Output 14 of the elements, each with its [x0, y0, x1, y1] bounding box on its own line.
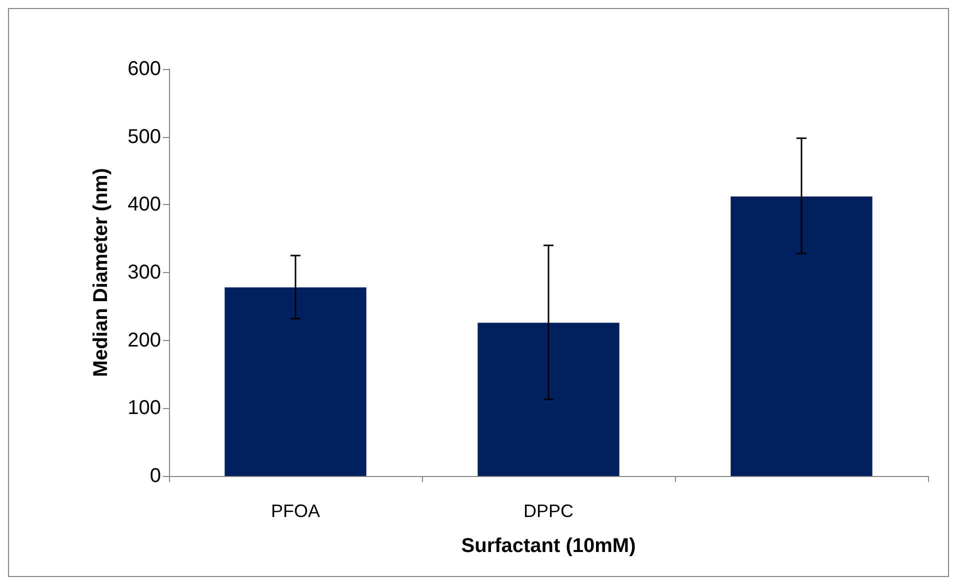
y-tick-label: 500: [128, 126, 161, 148]
bar: [224, 287, 366, 476]
y-tick-label: 100: [128, 397, 161, 420]
x-tick-label: PFOA: [270, 501, 320, 521]
y-tick-label: 400: [128, 194, 161, 216]
bar: [730, 196, 872, 476]
y-tick-label: 0: [150, 465, 161, 487]
y-axis-title: Median Diameter (nm): [90, 168, 112, 377]
x-tick-label: DPPC: [523, 501, 574, 521]
y-tick-label: 300: [128, 262, 161, 284]
bar: [478, 322, 620, 476]
y-tick-label: 600: [128, 58, 161, 80]
y-tick-label: 200: [128, 329, 161, 352]
x-axis-title: Surfactant (10mM): [461, 535, 636, 557]
